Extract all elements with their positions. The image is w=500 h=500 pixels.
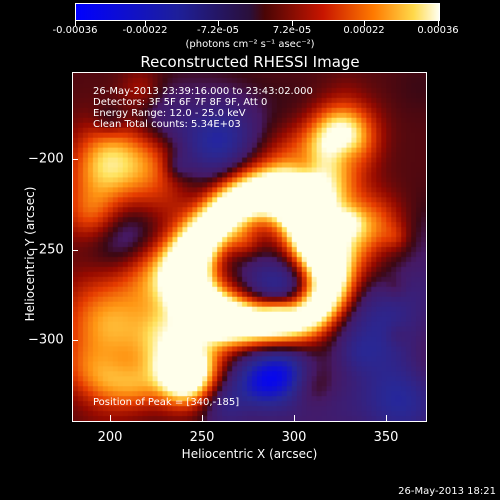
x-tick-label: 250	[189, 430, 215, 445]
info-clean-counts: Clean Total counts: 5.34E+03	[93, 119, 241, 130]
x-tick-label: 200	[97, 430, 123, 445]
y-tick-mark	[72, 159, 78, 160]
x-tick-label: 300	[281, 430, 307, 445]
y-tick-mark	[72, 340, 78, 341]
y-axis-title: Heliocentric Y (arcsec)	[23, 186, 37, 322]
colorbar-tick-mark	[218, 21, 219, 26]
colorbar	[75, 3, 440, 21]
info-energy-range: Energy Range: 12.0 - 25.0 keV	[93, 108, 246, 119]
colorbar-tick-label: 0.00036	[417, 25, 459, 36]
x-tick-mark	[386, 415, 387, 421]
colorbar-tick-mark	[438, 21, 439, 26]
colorbar-tick-mark	[364, 21, 365, 26]
colorbar-tick-label: 0.00022	[343, 25, 385, 36]
timestamp: 26-May-2013 18:21	[398, 486, 496, 497]
reconstructed-image-plot: 26-May-2013 23:39:16.000 to 23:43:02.000…	[72, 72, 427, 422]
heatmap-canvas	[73, 73, 426, 421]
x-tick-mark	[202, 415, 203, 421]
y-tick-mark	[72, 250, 78, 251]
colorbar-tick-label: -7.2e-05	[197, 25, 239, 36]
info-detectors: Detectors: 3F 5F 6F 7F 8F 9F, Att 0	[93, 97, 268, 108]
x-tick-mark	[294, 415, 295, 421]
colorbar-tick-mark	[75, 21, 76, 26]
y-tick-label: −200	[28, 151, 64, 167]
image-title: Reconstructed RHESSI Image	[140, 53, 360, 71]
y-tick-label: −300	[28, 332, 64, 348]
x-tick-mark	[110, 415, 111, 421]
colorbar-tick-label: -0.00022	[122, 25, 168, 36]
x-axis-title: Heliocentric X (arcsec)	[181, 447, 318, 461]
x-tick-label: 350	[373, 430, 399, 445]
y-tick-label: −250	[28, 242, 64, 258]
colorbar-tick-mark	[292, 21, 293, 26]
info-peak-position: Position of Peak = [340,-185]	[93, 397, 240, 408]
colorbar-tick-label: -0.00036	[52, 25, 98, 36]
colorbar-units: (photons cm⁻² s⁻¹ asec⁻²)	[185, 39, 315, 50]
colorbar-tick-label: 7.2e-05	[272, 25, 312, 36]
info-time-range: 26-May-2013 23:39:16.000 to 23:43:02.000	[93, 86, 313, 97]
colorbar-tick-mark	[145, 21, 146, 26]
